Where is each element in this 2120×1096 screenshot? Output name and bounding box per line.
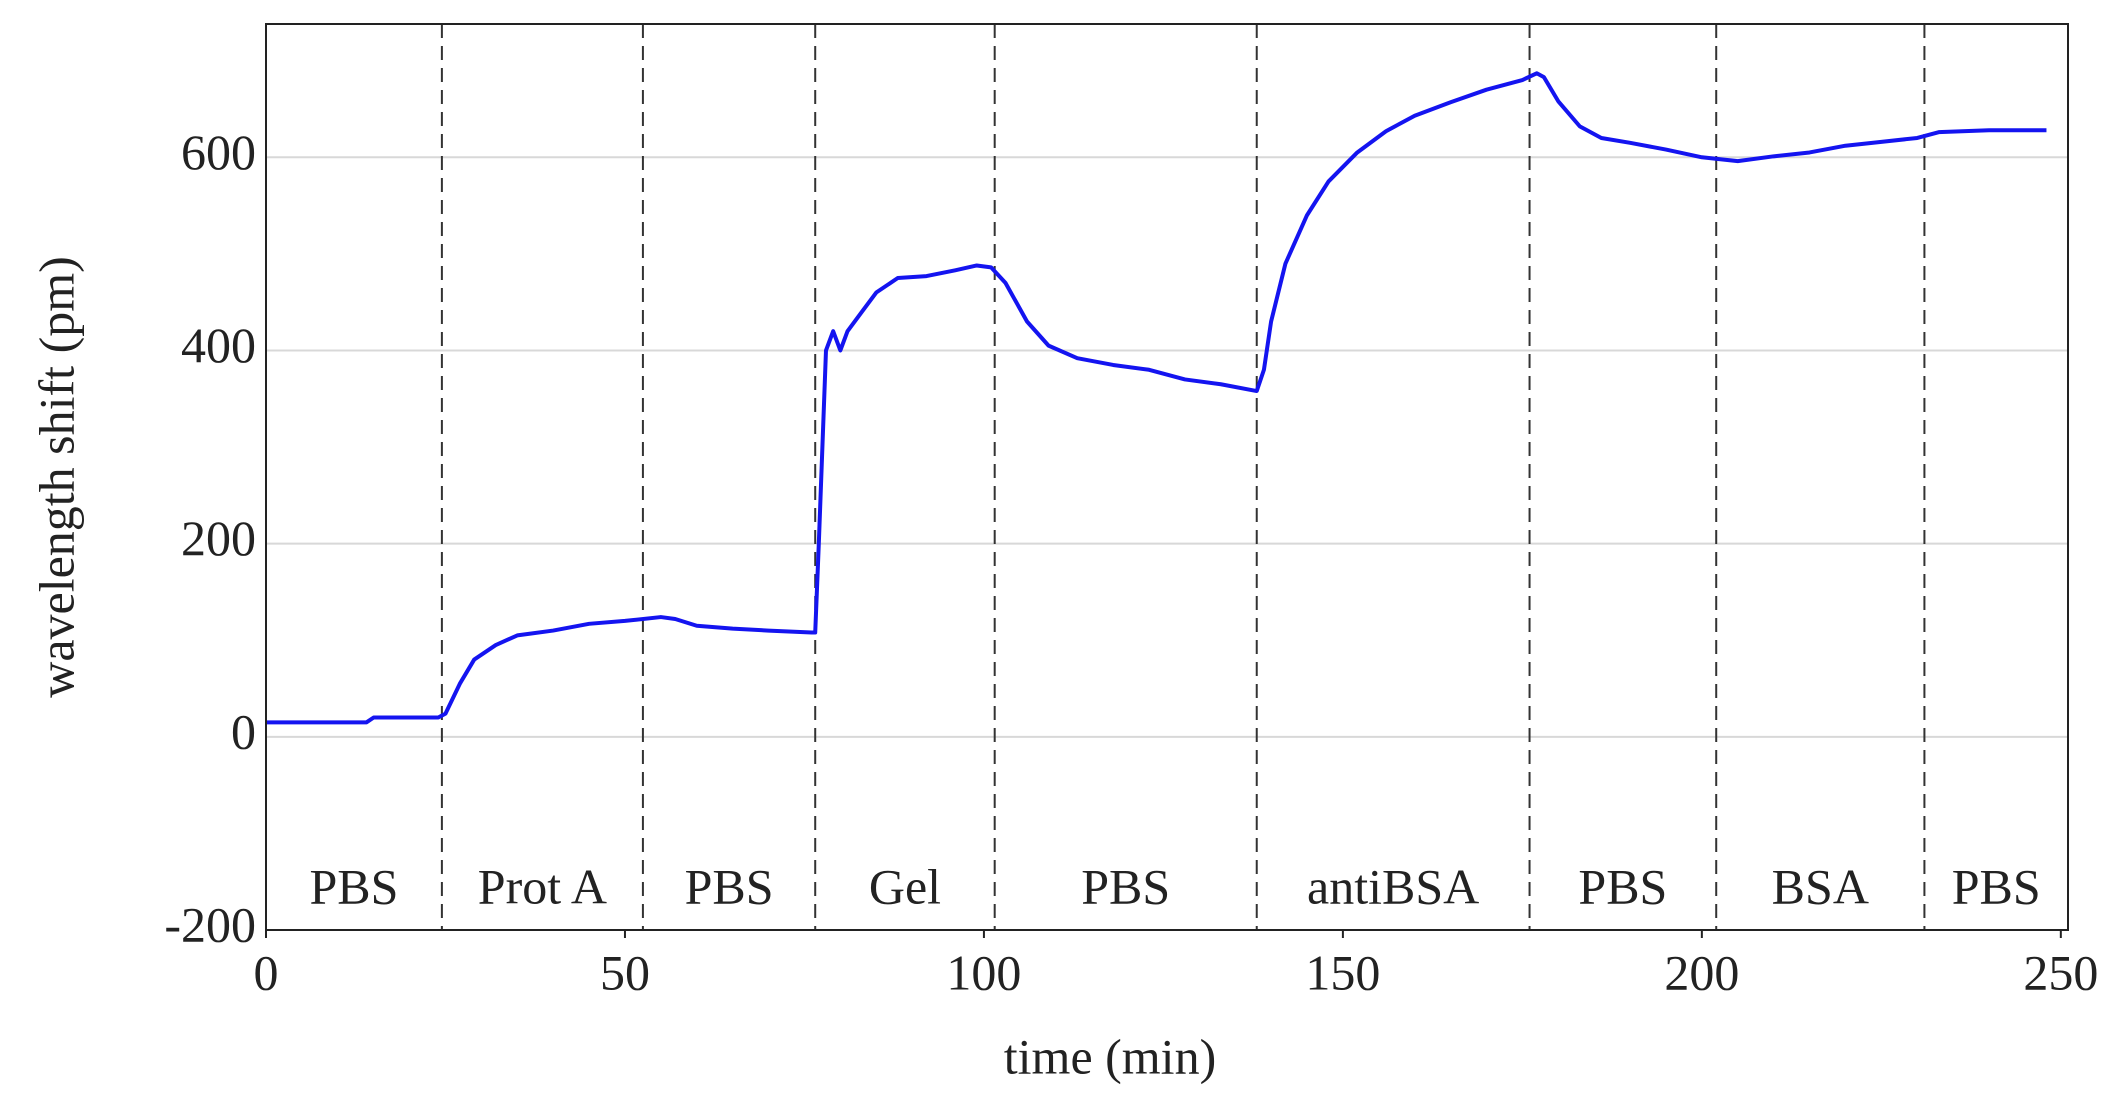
phase-label: PBS — [309, 858, 398, 914]
y-tick-label: 0 — [231, 703, 256, 759]
phase-label: antiBSA — [1307, 858, 1479, 914]
x-tick-label: 0 — [254, 944, 279, 1000]
y-axis-label: wavelength shift (pm) — [28, 256, 84, 698]
phase-label: BSA — [1772, 858, 1869, 914]
phase-label: PBS — [1081, 858, 1170, 914]
phase-label: PBS — [1952, 858, 2041, 914]
x-tick-label: 50 — [600, 944, 650, 1000]
x-tick-label: 200 — [1664, 944, 1739, 1000]
phase-label: Gel — [869, 858, 941, 914]
x-tick-label: 150 — [1305, 944, 1380, 1000]
plot-frame — [265, 23, 2069, 931]
data-line — [266, 71, 2047, 725]
x-tick-label: 100 — [946, 944, 1021, 1000]
phase-label: PBS — [1578, 858, 1667, 914]
y-tick-label: 200 — [181, 510, 256, 566]
x-axis-label: time (min) — [1004, 1028, 1216, 1084]
x-tick-label: 250 — [2023, 944, 2098, 1000]
y-tick-label: -200 — [164, 896, 256, 952]
phase-label: PBS — [685, 858, 774, 914]
phase-label: Prot A — [478, 858, 607, 914]
y-tick-label: 600 — [181, 124, 256, 180]
y-tick-label: 400 — [181, 317, 256, 373]
